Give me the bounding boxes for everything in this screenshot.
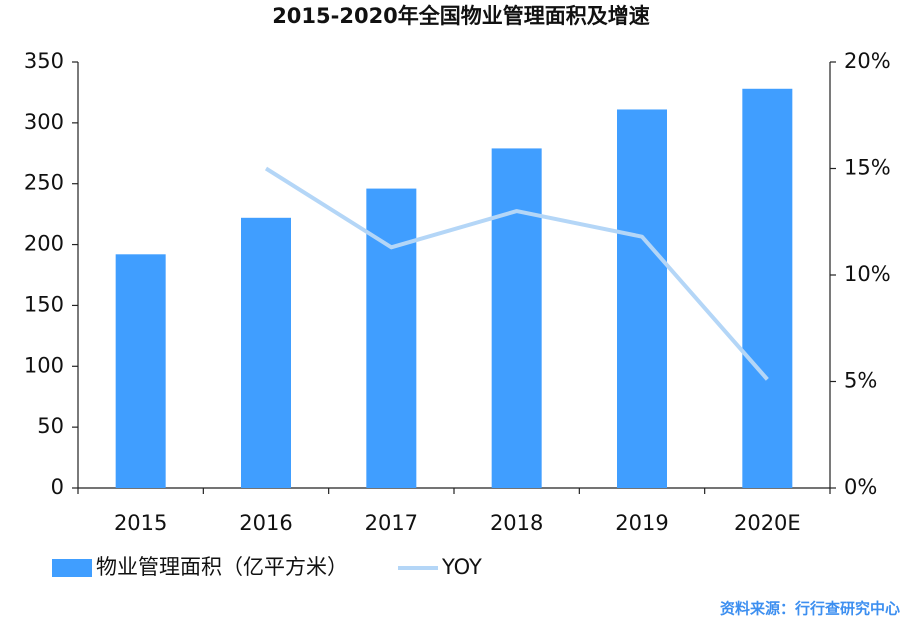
y-tick-label: 150 bbox=[24, 292, 64, 316]
y2-tick-label: 0% bbox=[844, 475, 877, 499]
bar bbox=[115, 254, 166, 488]
x-tick-label: 2015 bbox=[114, 511, 167, 535]
x-tick-label: 2017 bbox=[365, 511, 418, 535]
bar bbox=[491, 148, 542, 488]
y-tick-label: 250 bbox=[24, 171, 64, 195]
bar bbox=[241, 217, 291, 488]
y2-tick-label: 15% bbox=[844, 156, 891, 180]
legend-label: 物业管理面积（亿平方米） bbox=[96, 555, 348, 579]
source-note: 资料来源：行行查研究中心 bbox=[720, 600, 900, 618]
y2-tick-label: 5% bbox=[844, 369, 877, 393]
y-tick-label: 200 bbox=[24, 232, 64, 256]
x-tick-label: 2020E bbox=[734, 511, 801, 535]
line bbox=[264, 166, 769, 381]
bar bbox=[366, 188, 417, 488]
legend-swatch bbox=[52, 559, 92, 577]
y-tick-label: 100 bbox=[24, 353, 64, 377]
x-tick-label: 2018 bbox=[490, 511, 543, 535]
y2-tick-label: 20% bbox=[844, 49, 891, 73]
x-tick-label: 2016 bbox=[239, 511, 292, 535]
bar bbox=[617, 109, 667, 489]
y-tick-label: 300 bbox=[24, 110, 64, 134]
y-tick-label: 0 bbox=[51, 475, 64, 499]
y-tick-label: 50 bbox=[37, 414, 64, 438]
y2-tick-label: 10% bbox=[844, 262, 891, 286]
legend-label: YOY bbox=[441, 555, 482, 579]
y-tick-label: 350 bbox=[24, 49, 64, 73]
bar bbox=[742, 88, 793, 488]
chart-title: 2015-2020年全国物业管理面积及增速 bbox=[272, 4, 650, 28]
x-tick-label: 2019 bbox=[615, 511, 668, 535]
